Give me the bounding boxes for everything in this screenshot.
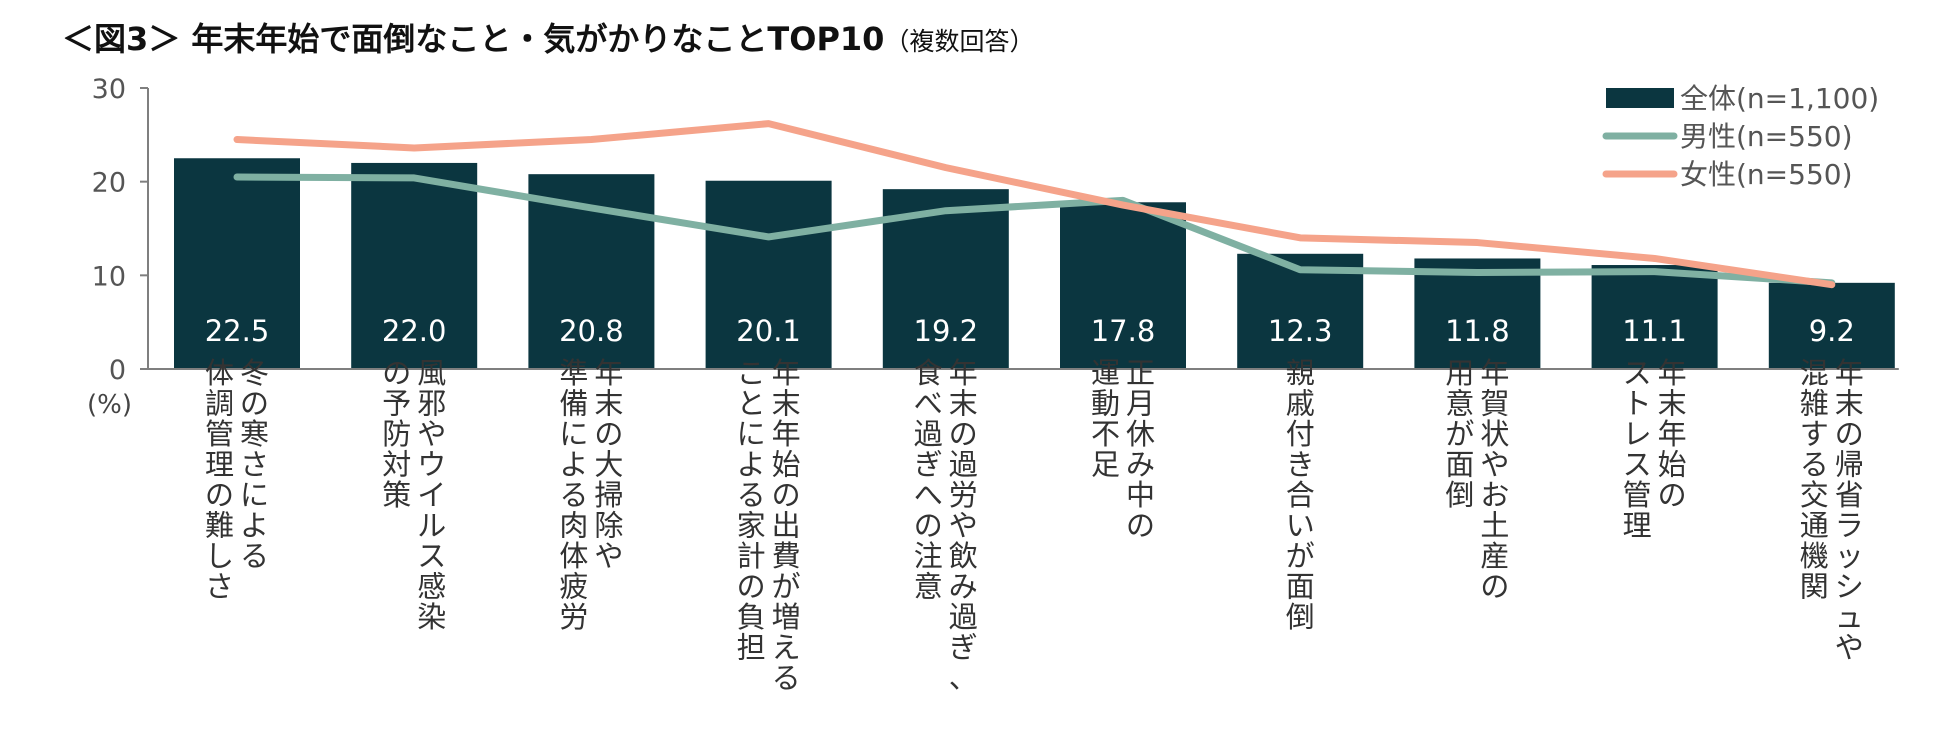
bar-10: [1768, 282, 1895, 369]
category-label-column: ことによる家計の負担: [737, 356, 766, 665]
bar-value-label: 17.8: [1091, 314, 1156, 348]
y-tick-label: 0: [109, 355, 126, 386]
bar-value-label: 22.5: [205, 314, 270, 348]
legend-label: 女性(n=550): [1680, 158, 1853, 191]
y-tick-label: 30: [92, 74, 126, 105]
bar-1: [174, 158, 300, 369]
category-label-column: 運動不足: [1091, 356, 1120, 482]
category-label-column: 親戚付き合いが面倒: [1286, 356, 1315, 634]
chart-title: ＜図3＞ 年末年始で面倒なこと・気がかりなことTOP10（複数回答）: [62, 14, 1034, 60]
category-label-column: 正月休み中の: [1126, 356, 1155, 543]
bar-8: [1414, 258, 1541, 369]
bars-layer: [174, 158, 1895, 369]
bar-9: [1591, 265, 1718, 369]
category-label-column: 年末年始の: [1658, 356, 1687, 512]
legend: 全体(n=1,100) 男性(n=550) 女性(n=550): [1602, 82, 1879, 191]
bar-6: [1060, 202, 1186, 369]
legend-swatch-bar: [1606, 88, 1674, 108]
category-label-column: 年賀状やお土産の: [1480, 356, 1509, 604]
category-label-column: 年末の過労や飲み過ぎ、: [949, 356, 978, 695]
bar-value-label: 19.2: [914, 314, 979, 348]
bar-value-label: 11.1: [1622, 314, 1687, 348]
category-label-column: 年末の大掃除や: [594, 356, 623, 573]
category-label-column: の予防対策: [382, 356, 411, 512]
bar-value-label: 22.0: [382, 314, 447, 348]
lines-layer: [233, 120, 1836, 289]
bar-value-label: 20.8: [559, 314, 624, 348]
category-label: 親戚付き合いが面倒: [1286, 356, 1315, 634]
category-label-column: 用意が面倒: [1445, 356, 1474, 512]
chart-subtitle: （複数回答）: [884, 27, 1035, 56]
bar-value-label: 9.2: [1809, 314, 1855, 348]
legend-label: 男性(n=550): [1680, 120, 1853, 153]
bar-value-label: 20.1: [736, 314, 801, 348]
bar-value-label: 12.3: [1268, 314, 1333, 348]
bar-2: [351, 162, 478, 369]
chart-title-text: ＜図3＞ 年末年始で面倒なこと・気がかりなことTOP10: [62, 20, 885, 58]
y-tick-label: 20: [92, 168, 126, 199]
y-axis-unit-label: (%): [87, 390, 132, 420]
bar-value-label: 11.8: [1445, 314, 1510, 348]
legend-label: 全体(n=1,100): [1680, 82, 1879, 115]
category-label-column: 混雑する交通機関: [1800, 356, 1829, 604]
category-label: 年末の過労や飲み過ぎ、食べ過ぎへの注意: [914, 356, 978, 695]
category-label-column: 冬の寒さによる: [240, 356, 269, 573]
category-label-column: 風邪やウイルス感染: [417, 356, 446, 634]
y-tick-label: 10: [92, 261, 126, 292]
category-label-column: 年末の帰省ラッシュや: [1835, 356, 1864, 665]
category-label-column: ストレス管理: [1623, 356, 1652, 543]
bar-4: [705, 180, 832, 369]
labels-layer: 22.5 22.0 20.8 20.1 19.2 17.8 12.3 11.8 11.1 9.2 冬…: [205, 314, 1864, 695]
category-label-column: 年末年始の出費が増える: [772, 356, 801, 695]
line-series-1: [233, 173, 1836, 287]
line-series-2: [233, 120, 1836, 289]
category-label-column: 食べ過ぎへの注意: [914, 356, 943, 604]
axis-layer: 0 10 20 30 (%): [87, 74, 1899, 420]
category-label-column: 準備による肉体疲労: [559, 356, 588, 634]
category-label-column: 体調管理の難しさ: [205, 356, 234, 604]
